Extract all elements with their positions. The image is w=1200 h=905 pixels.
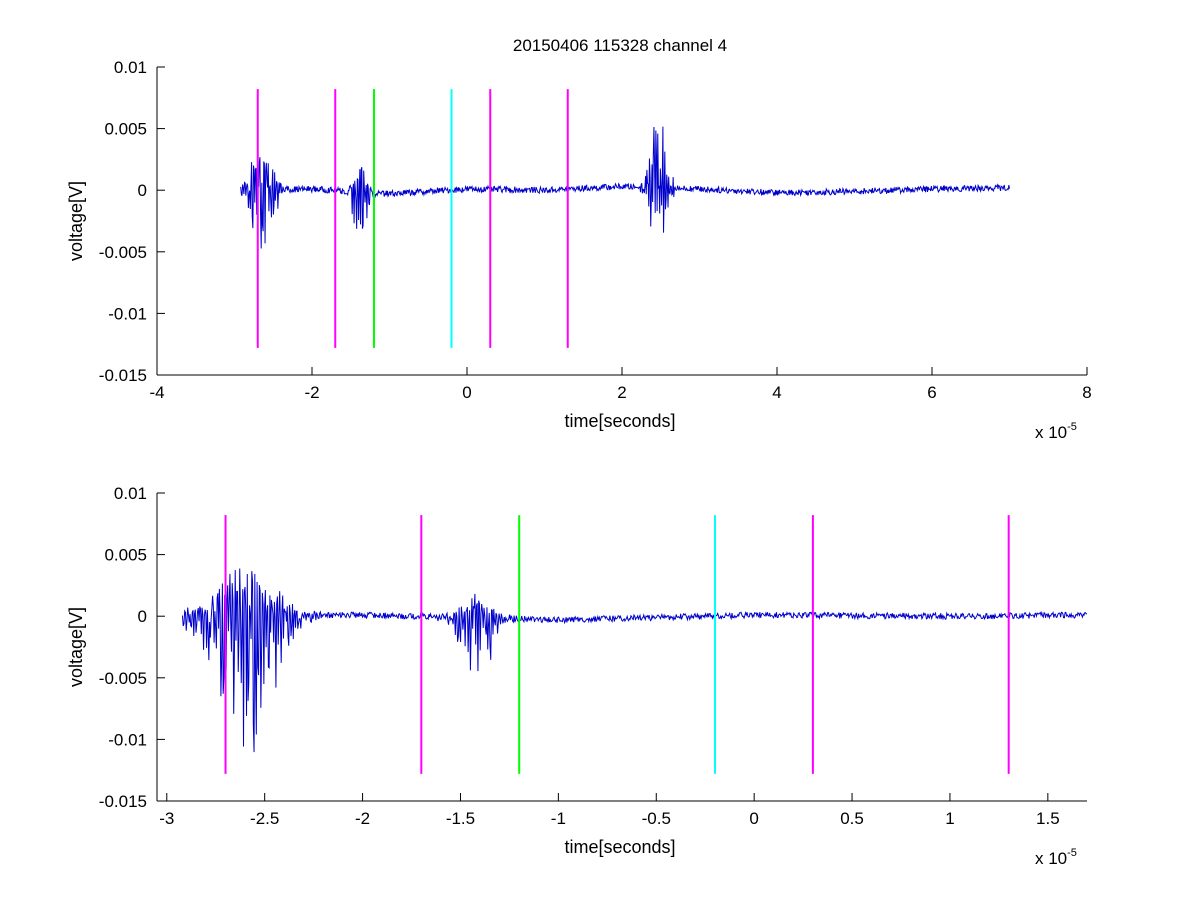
x-tick-label: 8 [1082,383,1091,402]
x-tick-label: -1 [551,809,566,828]
y-tick-label: -0.015 [99,366,147,385]
y-tick-label: 0.01 [114,484,147,503]
x-tick-label: 0 [462,383,471,402]
x-tick-label: -1.5 [446,809,475,828]
x-exponent-power: -5 [1067,421,1077,433]
x-tick-label: -4 [149,383,164,402]
x-tick-label: 1 [945,809,954,828]
y-axis-label: voltage[V] [66,607,86,687]
y-axis-label: voltage[V] [66,181,86,261]
x-tick-label: 4 [772,383,781,402]
x-tick-label: -2 [304,383,319,402]
y-tick-label: -0.015 [99,792,147,811]
x-exponent-label: x 10-5 [1035,421,1077,442]
x-exponent-power: -5 [1067,847,1077,859]
voltage-trace [240,126,1010,249]
x-tick-label: -3 [159,809,174,828]
x-axis-label: time[seconds] [564,411,675,431]
top-plot-panel: 20150406 115328 channel 4 time[seconds] … [66,36,1092,442]
x-tick-label: 1.5 [1036,809,1060,828]
y-tick-label: -0.005 [99,243,147,262]
x-exponent-base: x 10 [1035,849,1067,868]
x-exponent-base: x 10 [1035,423,1067,442]
x-tick-label: 6 [927,383,936,402]
x-tick-label: -2 [355,809,370,828]
y-tick-label: 0 [138,181,147,200]
y-tick-label: -0.005 [99,669,147,688]
x-tick-label: 0 [749,809,758,828]
x-tick-label: 2 [617,383,626,402]
bottom-plot-panel: time[seconds] voltage[V] x 10-5 0.01 0.00… [66,484,1088,868]
voltage-trace [181,568,1088,753]
y-tick-label: 0.005 [104,546,147,565]
x-tick-label: -0.5 [642,809,671,828]
y-tick-label: 0.005 [104,120,147,139]
y-tick-label: 0.01 [114,58,147,77]
x-tick-label: -2.5 [250,809,279,828]
x-exponent-label: x 10-5 [1035,847,1077,868]
y-tick-label: -0.01 [108,304,147,323]
y-tick-label: -0.01 [108,730,147,749]
y-tick-label: 0 [138,607,147,626]
chart-title: 20150406 115328 channel 4 [513,36,727,55]
x-tick-label: 0.5 [840,809,864,828]
x-axis-label: time[seconds] [564,837,675,857]
